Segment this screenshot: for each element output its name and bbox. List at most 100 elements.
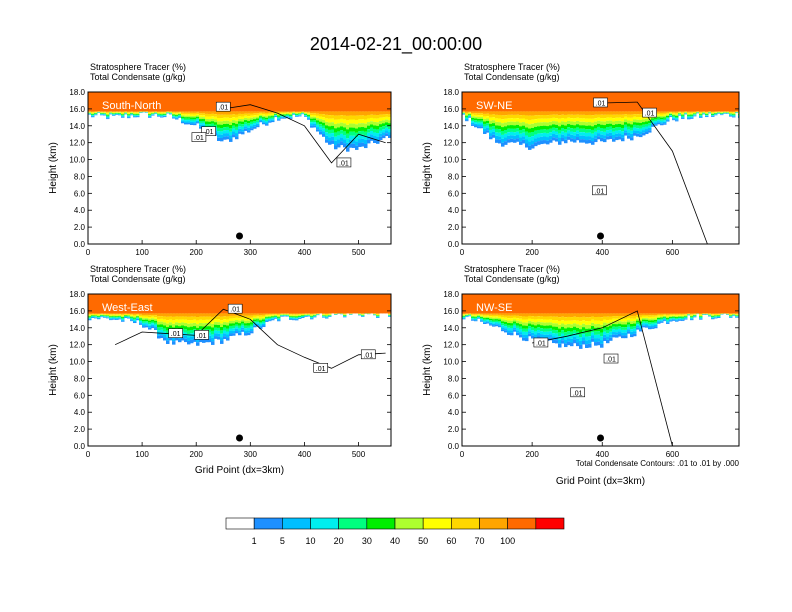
tracer-layer: [729, 111, 733, 113]
tracer-layer: [636, 318, 640, 321]
tracer-layer: [477, 318, 481, 319]
tracer-layer: [265, 116, 269, 118]
tracer-layer: [594, 342, 598, 346]
tracer-layer: [693, 115, 697, 117]
tracer-layer: [361, 130, 365, 135]
tracer-layer: [226, 319, 230, 323]
tracer-layer: [319, 92, 323, 112]
tracer-layer: [552, 111, 556, 115]
tracer-layer: [612, 118, 616, 122]
tracer-layer: [477, 294, 481, 314]
tracer-layer: [151, 315, 155, 317]
tracer-layer: [492, 128, 496, 132]
tracer-layer: [196, 120, 200, 123]
tracer-layer: [531, 119, 535, 124]
tracer-layer: [241, 321, 245, 324]
tracer-layer: [480, 124, 484, 127]
tracer-layer: [474, 114, 478, 117]
tracer-layer: [735, 92, 739, 112]
tracer-layer: [609, 337, 613, 341]
tracer-layer: [232, 313, 236, 316]
tracer-layer: [169, 322, 173, 326]
tracer-layer: [199, 113, 203, 116]
tracer-layer: [585, 111, 589, 116]
tracer-layer: [576, 127, 580, 131]
tracer-layer: [265, 119, 269, 121]
tracer-layer: [510, 330, 514, 333]
tracer-layer: [196, 115, 200, 117]
tracer-layer: [256, 314, 260, 317]
tracer-layer: [268, 120, 272, 122]
tracer-layer: [498, 318, 502, 320]
tracer-layer: [259, 294, 263, 314]
tracer-layer: [471, 314, 475, 316]
tracer-layer: [106, 117, 110, 119]
tracer-layer: [340, 115, 344, 119]
tracer-layer: [277, 319, 281, 321]
tracer-layer: [528, 326, 532, 329]
tracer-layer: [217, 117, 221, 122]
x-tick-label: 500: [352, 450, 366, 459]
tracer-layer: [223, 120, 227, 125]
tracer-layer: [325, 118, 329, 122]
tracer-layer: [295, 116, 299, 117]
tracer-layer: [639, 294, 643, 314]
tracer-layer: [202, 120, 206, 123]
tracer-layer: [654, 321, 658, 324]
tracer-layer: [328, 122, 332, 127]
tracer-layer: [711, 315, 715, 317]
tracer-layer: [603, 135, 607, 139]
tracer-layer: [576, 294, 580, 314]
tracer-layer: [292, 317, 296, 319]
tracer-layer: [280, 116, 284, 118]
tracer-layer: [121, 318, 125, 319]
tracer-layer: [187, 115, 191, 118]
tracer-layer: [133, 318, 137, 320]
tracer-layer: [106, 92, 110, 112]
tracer-layer: [289, 116, 293, 118]
tracer-layer: [133, 114, 137, 116]
y-tick-label: 6.0: [448, 189, 460, 198]
tracer-layer: [618, 328, 622, 332]
tracer-layer: [714, 316, 718, 318]
tracer-layer: [576, 117, 580, 122]
tracer-layer: [361, 138, 365, 143]
tracer-layer: [367, 92, 371, 112]
tracer-layer: [379, 114, 383, 118]
tracer-layer: [666, 112, 670, 114]
tracer-layer: [157, 113, 161, 114]
tracer-layer: [367, 111, 371, 115]
tracer-layer: [546, 328, 550, 332]
tracer-layer: [262, 121, 266, 123]
tracer-layer: [486, 123, 490, 126]
tracer-layer: [220, 313, 224, 317]
tracer-layer: [483, 111, 487, 114]
tracer-layer: [298, 315, 302, 316]
tracer-layer: [388, 120, 391, 124]
tracer-layer: [489, 294, 493, 314]
tracer-layer: [576, 124, 580, 128]
tracer-layer: [471, 113, 475, 115]
tracer-layer: [636, 92, 640, 112]
tracer-layer: [603, 118, 607, 122]
contour-label: .01: [194, 330, 209, 340]
tracer-layer: [166, 320, 170, 324]
tracer-layer: [301, 313, 305, 314]
tracer-layer: [555, 330, 559, 334]
tracer-layer: [322, 133, 326, 137]
tracer-layer: [376, 136, 380, 141]
tracer-layer: [268, 320, 272, 322]
tracer-layer: [606, 326, 610, 330]
tracer-layer: [537, 92, 541, 112]
tracer-layer: [271, 294, 275, 314]
tracer-layer: [280, 112, 284, 114]
tracer-layer: [543, 328, 547, 332]
tracer-layer: [349, 294, 353, 314]
tracer-layer: [172, 115, 176, 117]
tracer-layer: [540, 319, 544, 323]
tracer-layer: [226, 126, 230, 131]
tracer-layer: [597, 313, 601, 317]
tracer-layer: [633, 114, 637, 117]
tracer-layer: [157, 321, 161, 325]
tracer-layer: [492, 111, 496, 115]
